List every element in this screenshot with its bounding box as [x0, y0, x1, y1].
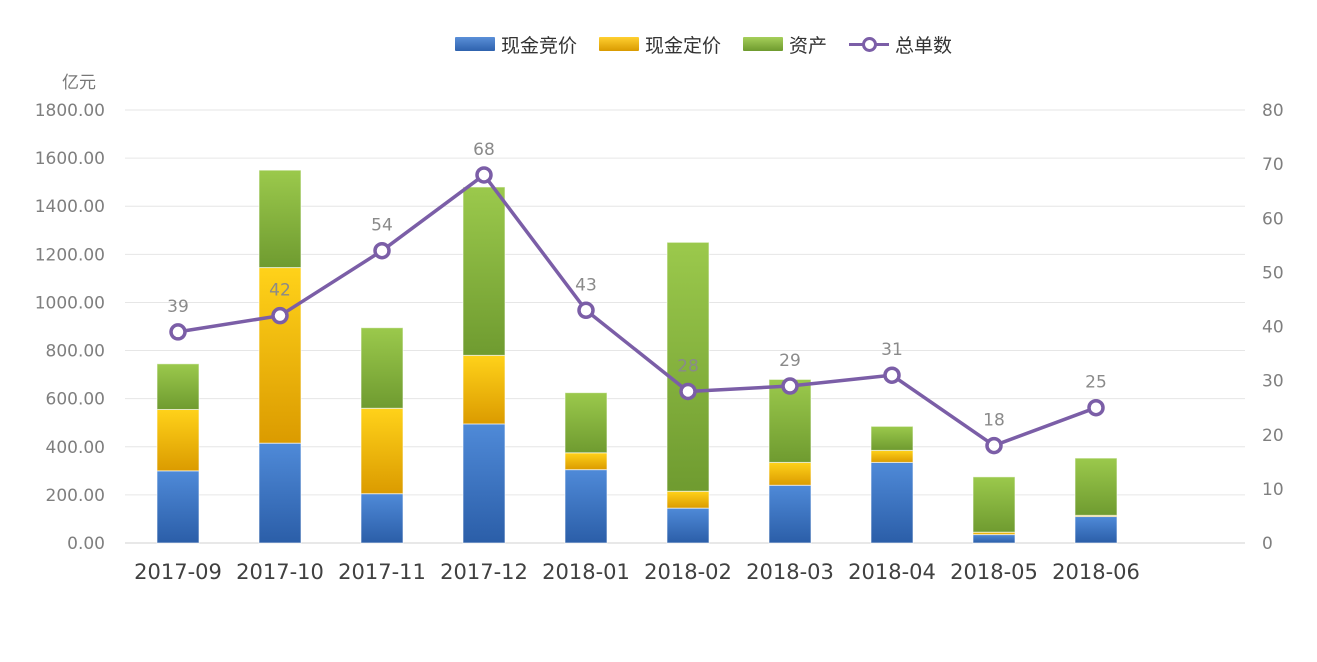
- bar-assets: [972, 476, 1016, 533]
- bar-cash-fixed: [870, 449, 914, 463]
- legend-item-assets: 资产: [743, 31, 827, 58]
- x-tick-label: 2018-05: [950, 560, 1038, 584]
- y-right-tick-label: 20: [1262, 426, 1284, 446]
- line-data-label: 54: [371, 216, 393, 236]
- x-tick-label: 2017-12: [440, 560, 528, 584]
- line-data-label: 25: [1085, 373, 1107, 393]
- bar-cash-fixed: [360, 407, 404, 495]
- legend-swatch-line: [849, 37, 890, 52]
- line-marker: [679, 382, 697, 401]
- bar-cash-fixed: [666, 490, 710, 509]
- y-left-tick-label: 1600.00: [35, 149, 105, 169]
- y-left-tick-label: 1000.00: [35, 293, 105, 313]
- bar-cash-auction: [156, 470, 200, 544]
- y-right-tick-label: 40: [1262, 318, 1284, 338]
- bar-cash-fixed: [564, 452, 608, 471]
- line-data-label: 29: [779, 351, 801, 371]
- y-left-tick-label: 1200.00: [35, 245, 105, 265]
- x-tick-label: 2017-10: [236, 560, 324, 584]
- y-right-tick-label: 30: [1262, 372, 1284, 392]
- bar-cash-auction: [360, 493, 404, 544]
- line-data-label: 28: [677, 356, 699, 376]
- legend-swatch-blue: [455, 37, 495, 51]
- bar-cash-auction: [666, 507, 710, 544]
- x-tick-label: 2018-02: [644, 560, 732, 584]
- x-tick-label: 2017-09: [134, 560, 222, 584]
- y-left-tick-label: 200.00: [46, 486, 105, 506]
- bar-assets: [258, 169, 302, 269]
- bar-cash-auction: [972, 534, 1016, 544]
- legend-label: 现金竞价: [501, 34, 578, 57]
- bar-cash-auction: [768, 484, 812, 544]
- line-marker: [271, 306, 289, 325]
- line-marker: [883, 366, 901, 384]
- x-tick-label: 2018-03: [746, 560, 834, 584]
- y-left-tick-label: 1800.00: [35, 101, 105, 121]
- bar-cash-auction: [258, 442, 302, 544]
- line-marker: [781, 377, 799, 395]
- y-right-tick-label: 0: [1262, 534, 1273, 554]
- y-left-tick-label: 0.00: [67, 534, 105, 554]
- y-left-tick-label: 1400.00: [35, 197, 105, 217]
- x-tick-label: 2018-06: [1052, 560, 1140, 584]
- y-left-tick-label: 400.00: [46, 438, 105, 458]
- line-total-orders: [177, 173, 1097, 448]
- y-right-tick-label: 80: [1262, 101, 1284, 121]
- line-marker: [475, 166, 493, 184]
- y-left-tick-label: 800.00: [46, 342, 105, 362]
- y-right-tick-label: 10: [1262, 480, 1284, 500]
- legend-label: 资产: [789, 34, 828, 57]
- bar-cash-fixed: [156, 408, 200, 472]
- bar-assets: [156, 363, 200, 410]
- bar-assets: [360, 327, 404, 409]
- y-right-tick-label: 70: [1262, 155, 1284, 175]
- bar-assets: [666, 241, 710, 492]
- legend-label: 现金定价: [645, 34, 722, 57]
- bar-cash-fixed: [462, 354, 506, 425]
- bar-assets: [564, 392, 608, 454]
- legend-label: 总单数: [895, 34, 953, 57]
- line-data-label: 43: [575, 275, 597, 295]
- line-data-label: 31: [881, 340, 903, 360]
- x-tick-label: 2017-11: [338, 560, 426, 584]
- bar-cash-auction: [870, 461, 914, 544]
- y-axis-unit: 亿元: [62, 73, 96, 93]
- legend-item-total-orders: 总单数: [849, 31, 952, 58]
- bar-assets: [1074, 457, 1118, 516]
- line-data-label: 18: [983, 411, 1005, 431]
- legend-swatch-green: [743, 37, 784, 51]
- line-marker: [1087, 398, 1105, 417]
- line-marker: [373, 241, 391, 260]
- legend-item-cash-auction: 现金竞价: [455, 31, 577, 58]
- y-right-tick-label: 60: [1262, 209, 1284, 229]
- bar-cash-fixed: [768, 461, 812, 486]
- y-left-tick-label: 600.00: [46, 390, 105, 410]
- bar-cash-auction: [564, 469, 608, 544]
- line-marker: [169, 323, 187, 341]
- y-right-tick-label: 50: [1262, 263, 1284, 283]
- line-data-label: 42: [269, 281, 291, 301]
- bar-assets: [462, 186, 506, 356]
- x-tick-label: 2018-01: [542, 560, 630, 584]
- line-data-label: 39: [167, 297, 189, 317]
- legend-swatch-yellow: [599, 37, 640, 51]
- bar-layer: [156, 169, 1118, 544]
- label-layer: 39 42 54 68 43 28 29 31 18 25: [167, 140, 1107, 431]
- legend-item-cash-fixed: 现金定价: [599, 31, 721, 58]
- line-marker: [985, 436, 1003, 455]
- x-tick-label: 2018-04: [848, 560, 936, 584]
- bar-cash-auction: [1074, 516, 1118, 544]
- axis-layer: 0.00 200.00 400.00 600.00 800.00 1000.00 1200.…: [35, 101, 1284, 584]
- line-marker: [577, 301, 595, 320]
- line-layer: [169, 166, 1105, 455]
- chart-legend: 现金竞价 现金定价 资产 总单数: [455, 30, 974, 58]
- bar-assets: [870, 425, 914, 451]
- bar-cash-auction: [462, 423, 506, 544]
- line-data-label: 68: [473, 140, 495, 160]
